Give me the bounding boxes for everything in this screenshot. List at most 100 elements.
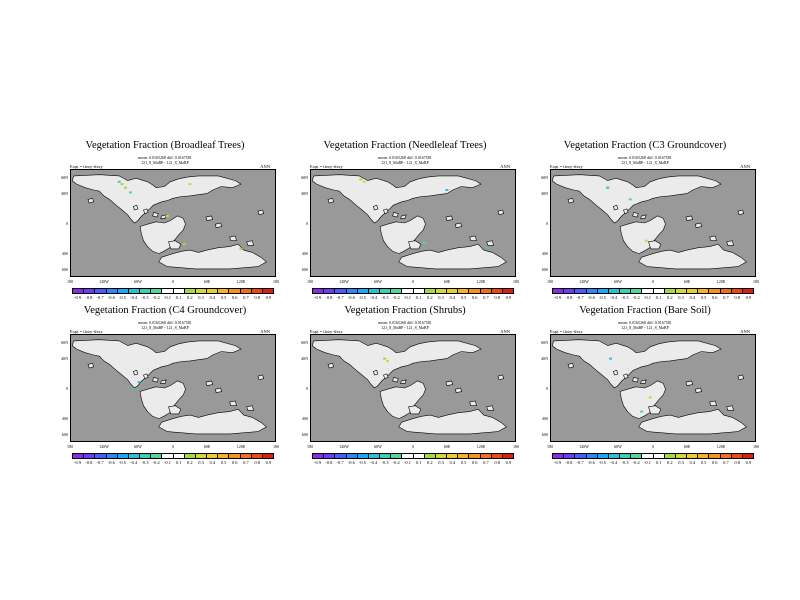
colorbar-label: 0.5: [460, 460, 467, 465]
land-mass: [726, 240, 734, 246]
data-cell: [137, 381, 141, 384]
lat-tick-label: 60N: [301, 175, 308, 180]
land-mass: [632, 212, 639, 218]
map-plot: [311, 335, 515, 441]
land-mass: [246, 405, 254, 411]
colorbar-swatch: [491, 454, 503, 458]
lon-tick-label: 0: [172, 444, 174, 449]
colorbar-label: -0.6: [107, 460, 115, 465]
colorbar-swatch: [380, 289, 392, 293]
colorbar-label: 0.6: [711, 460, 718, 465]
colorbar-swatch: [575, 289, 587, 293]
lon-tick-label: 180: [307, 444, 313, 449]
colorbar-label: 0.2: [666, 460, 673, 465]
map-frame: [70, 334, 276, 442]
land-mass: [158, 408, 268, 435]
colorbar-label: -0.3: [621, 460, 629, 465]
colorbar-swatch: [709, 454, 721, 458]
period-label: ANN: [500, 164, 510, 169]
colorbar-label: 0.3: [678, 460, 684, 465]
colorbar-label: -0.8: [85, 460, 93, 465]
land-mass: [229, 235, 237, 241]
colorbar: [552, 453, 754, 459]
lon-tick-label: 0: [652, 279, 654, 284]
colorbar-label: -0.7: [336, 295, 344, 300]
colorbar-swatch: [413, 289, 425, 293]
colorbar-label: -0.4: [130, 460, 138, 465]
experiment-label: Expt = tfzzy-tfzzy: [550, 164, 583, 169]
data-cell: [422, 242, 426, 244]
colorbar-label: 0.8: [494, 460, 500, 465]
colorbar-label: 0.6: [231, 295, 238, 300]
lon-tick-label: 180: [273, 444, 279, 449]
colorbar-swatch: [653, 289, 665, 293]
land-mass: [638, 408, 748, 435]
experiment-ids: 121_8_MaBP - 121_8_MaBP: [381, 160, 429, 165]
map-panel: Vegetation Fraction (Shrubs) mean: 0.0165…: [290, 305, 520, 480]
lon-tick-label: 120E: [236, 444, 246, 449]
colorbar-label: -0.5: [358, 295, 367, 300]
land-mass: [327, 197, 335, 204]
colorbar-swatch: [642, 454, 654, 458]
land-mass: [486, 405, 494, 411]
land-mass: [551, 174, 722, 224]
lat-tick-label: 60N: [301, 340, 308, 345]
colorbar-label: 0.4: [209, 460, 216, 465]
colorbar-swatch: [675, 454, 688, 458]
colorbar-swatch: [184, 454, 196, 458]
land-mass: [398, 243, 508, 270]
colorbar-swatch: [151, 454, 163, 458]
colorbar-swatch: [631, 289, 643, 293]
lon-tick-label: 0: [412, 279, 414, 284]
period-label: ANN: [740, 164, 750, 169]
lat-tick-label: 0: [66, 221, 68, 226]
colorbar-label: -0.7: [336, 460, 344, 465]
colorbar-swatch: [95, 454, 107, 458]
land-mass: [640, 379, 647, 384]
map-panel: Vegetation Fraction (C4 Groundcover) mean…: [50, 305, 280, 480]
colorbar-label: 0.9: [505, 460, 512, 465]
colorbar-swatch: [553, 454, 565, 458]
colorbar-swatch: [620, 454, 632, 458]
colorbar-label: 0.2: [666, 295, 673, 300]
data-cell: [362, 180, 366, 183]
colorbar-swatch: [84, 454, 96, 458]
colorbar-label: -0.7: [576, 295, 584, 300]
colorbar-label: 0.6: [231, 460, 238, 465]
stats-line: mean: 0.0165268 diff: 0.0167581: [138, 320, 192, 325]
land-mass: [469, 235, 477, 241]
land-mass: [497, 209, 505, 216]
data-cell: [640, 410, 644, 413]
land-mass: [638, 243, 748, 270]
colorbar: [552, 288, 754, 294]
colorbar-label: 0.8: [734, 295, 740, 300]
data-cell: [129, 191, 132, 194]
colorbar-label: 0.3: [678, 295, 684, 300]
panel-title: Vegetation Fraction (C4 Groundcover): [83, 305, 247, 316]
land-mass: [372, 369, 379, 376]
colorbar-swatch: [502, 454, 514, 458]
land-mass: [567, 362, 575, 369]
lon-tick-label: 180: [273, 279, 279, 284]
map-plot: [71, 170, 275, 276]
colorbar-swatch: [402, 289, 414, 293]
colorbar-swatch: [128, 289, 141, 293]
colorbar-swatch: [140, 454, 152, 458]
colorbar-swatch: [95, 289, 107, 293]
period-label: ANN: [500, 329, 510, 334]
lon-tick-label: 60E: [203, 444, 211, 449]
colorbar-label: -0.6: [587, 460, 595, 465]
lat-tick-label: 40S: [61, 251, 68, 256]
colorbar-swatch: [346, 289, 358, 293]
colorbar-label: 0.1: [655, 460, 662, 465]
lat-tick-label: 0: [66, 386, 68, 391]
data-cell: [445, 189, 449, 191]
data-cell: [165, 214, 169, 217]
colorbar-swatch: [117, 289, 129, 293]
lat-tick-label: 40S: [541, 416, 548, 421]
lon-tick-label: 60W: [614, 444, 622, 449]
colorbar-swatch: [335, 454, 347, 458]
land-mass: [132, 204, 139, 211]
lon-tick-label: 60E: [443, 444, 451, 449]
colorbar-label: -0.6: [107, 295, 115, 300]
